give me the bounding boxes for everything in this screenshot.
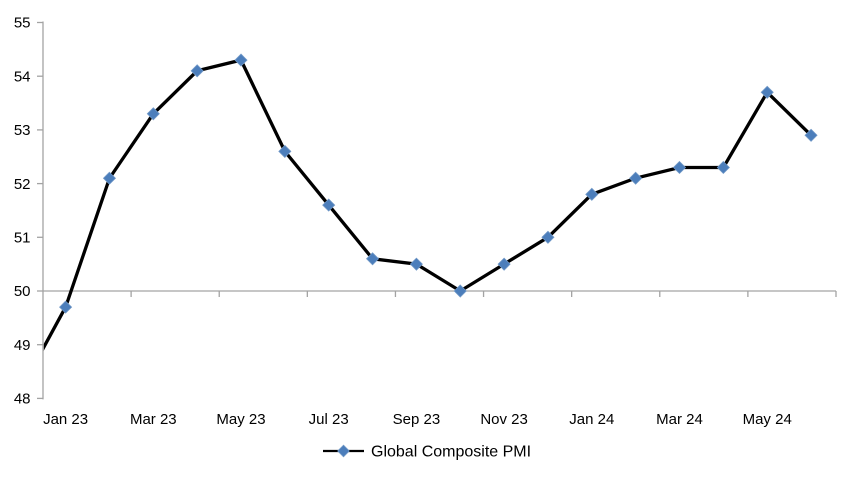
y-tick-label: 48 xyxy=(14,391,31,408)
data-point-marker-apr-24 xyxy=(716,160,730,175)
data-point-marker-mar-23 xyxy=(146,107,160,121)
data-point-marker-apr-23 xyxy=(190,64,204,78)
data-point-marker-jan-23 xyxy=(59,300,73,314)
data-point-marker-aug-23 xyxy=(365,252,380,266)
data-point-marker-sep-23 xyxy=(409,257,423,271)
y-tick-label: 55 xyxy=(14,15,31,32)
y-tick-label: 53 xyxy=(14,122,31,139)
data-point-marker-jan-24 xyxy=(585,187,599,201)
y-tick-label: 52 xyxy=(14,176,31,193)
x-tick-label: Mar 24 xyxy=(656,411,703,428)
data-point-marker-feb-23 xyxy=(102,171,117,185)
x-tick-label: Jan 24 xyxy=(569,411,614,428)
y-tick-label: 49 xyxy=(14,337,31,354)
x-tick-label: May 23 xyxy=(216,411,265,428)
x-tick-label: Mar 23 xyxy=(130,411,177,428)
legend-marker-icon xyxy=(337,444,350,458)
data-point-marker-jun-24 xyxy=(804,128,818,142)
x-tick-label: Jul 23 xyxy=(309,411,349,428)
y-tick-label: 54 xyxy=(14,68,31,85)
data-point-marker-mar-24 xyxy=(672,160,687,175)
x-tick-label: Jan 23 xyxy=(43,411,88,428)
data-point-marker-nov-23 xyxy=(497,257,511,271)
x-tick-label: Nov 23 xyxy=(480,411,528,428)
series-global-composite-pmi xyxy=(43,53,818,351)
data-point-marker-may-23 xyxy=(234,53,248,67)
plot-area: 48 49 50 51 52 53 54 55 Jan 23 Mar 23 May 23 Jul 23… xyxy=(14,15,837,428)
y-tick-label: 51 xyxy=(14,230,31,247)
data-point-marker-feb-24 xyxy=(629,171,643,185)
data-point-marker-dec-23 xyxy=(541,230,555,244)
y-tick-label: 50 xyxy=(14,283,31,300)
data-point-marker-oct-23 xyxy=(453,284,467,298)
x-tick-label: May 24 xyxy=(743,411,792,428)
data-point-marker-jun-23 xyxy=(278,144,292,158)
legend-label: Global Composite PMI xyxy=(371,444,531,461)
data-point-marker-may-24 xyxy=(760,85,774,99)
pmi-line xyxy=(43,58,813,351)
data-point-marker-jul-23 xyxy=(322,198,336,212)
x-tick-label: Sep 23 xyxy=(393,411,441,428)
legend: Global Composite PMI xyxy=(323,444,531,461)
